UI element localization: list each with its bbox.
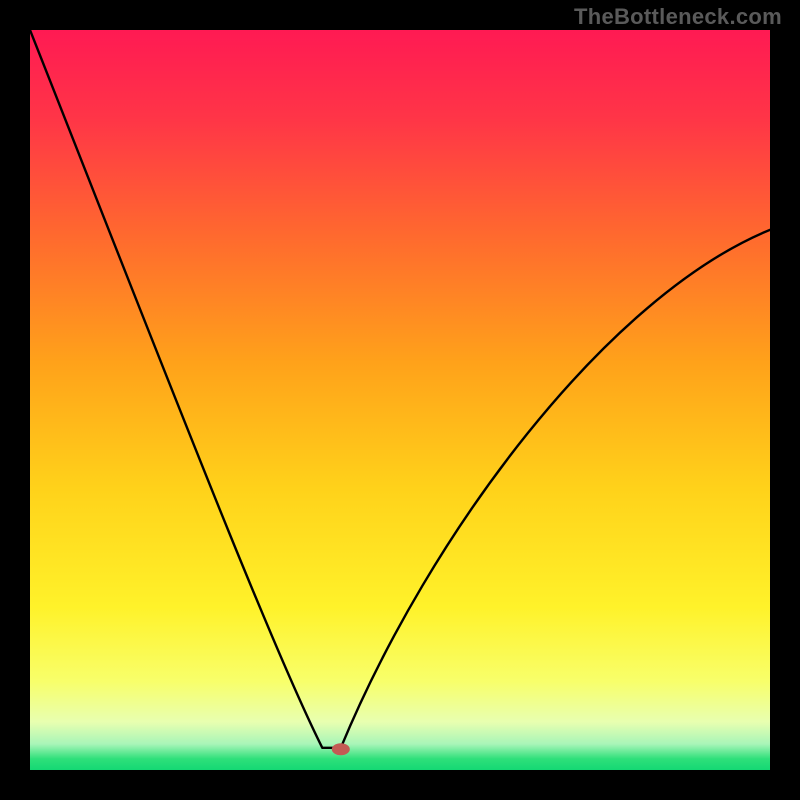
plot-svg [30, 30, 770, 770]
watermark-text: TheBottleneck.com [574, 4, 782, 30]
plot-area [30, 30, 770, 770]
chart-frame: TheBottleneck.com [0, 0, 800, 800]
gradient-background [30, 30, 770, 770]
optimal-marker [332, 743, 350, 755]
